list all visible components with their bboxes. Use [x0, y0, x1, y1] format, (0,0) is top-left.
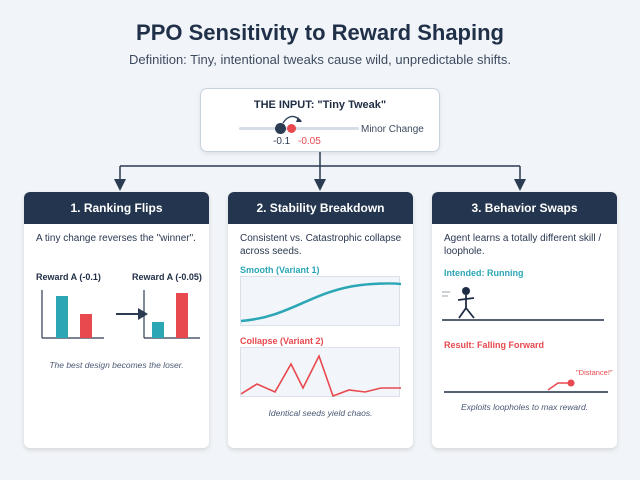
falling-figure-icon [444, 379, 608, 393]
card-description: Agent learns a totally different skill /… [444, 233, 602, 257]
card-title: 3. Behavior Swaps [432, 192, 617, 224]
collapse-curve-panel [240, 347, 401, 398]
running-figure-icon [442, 287, 604, 321]
distance-note: "Distance!" [576, 368, 613, 377]
flip-arrow-icon [138, 308, 148, 320]
page-title: PPO Sensitivity to Reward Shaping [136, 20, 504, 45]
input-title: THE INPUT: "Tiny Tweak" [253, 99, 387, 111]
card-behavior-swaps: 3. Behavior Swaps Agent learns a totally… [432, 192, 617, 448]
page-subtitle: Definition: Tiny, intentional tweaks cau… [128, 52, 511, 67]
smooth-curve [240, 282, 402, 323]
card-title: 2. Stability Breakdown [228, 192, 413, 224]
collapse-curve [240, 353, 401, 398]
card-caption: The best design becomes the loser. [49, 360, 184, 370]
card-stability-breakdown: 2. Stability Breakdown Consistent vs. Ca… [228, 192, 413, 448]
right-chart-label: Reward A (-0.05) [132, 272, 202, 282]
smooth-label: Smooth (Variant 1) [240, 265, 320, 275]
collapse-label: Collapse (Variant 2) [240, 336, 324, 346]
bar-b-right [176, 293, 188, 338]
value-original: -0.1 [273, 136, 291, 147]
slider-label: Minor Change [361, 124, 424, 135]
left-chart-label: Reward A (-0.1) [36, 272, 101, 282]
slider-track [239, 127, 359, 130]
input-box: THE INPUT: "Tiny Tweak" -0.1 -0.05 Minor… [200, 88, 440, 152]
bar-a-left [56, 296, 68, 338]
card-description: Consistent vs. Catastrophic collapse acr… [240, 233, 402, 257]
result-label: Result: Falling Forward [444, 340, 545, 350]
card-title: 1. Ranking Flips [24, 192, 209, 224]
bar-a-right [152, 322, 164, 338]
intended-label: Intended: Running [444, 268, 524, 278]
smooth-curve-panel [240, 276, 402, 326]
slider-knob-tweaked [287, 124, 296, 133]
ranking-bar-charts [41, 290, 200, 339]
bar-b-left [80, 314, 92, 338]
card-description: A tiny change reverses the "winner". [36, 233, 196, 244]
value-tweaked: -0.05 [298, 136, 321, 147]
card-caption: Identical seeds yield chaos. [268, 408, 373, 418]
curved-arrow-icon [282, 115, 302, 124]
card-ranking-flips: 1. Ranking Flips A tiny change reverses … [24, 192, 209, 448]
card-caption: Exploits loopholes to max reward. [460, 402, 589, 412]
slider-knob-original [275, 123, 286, 134]
